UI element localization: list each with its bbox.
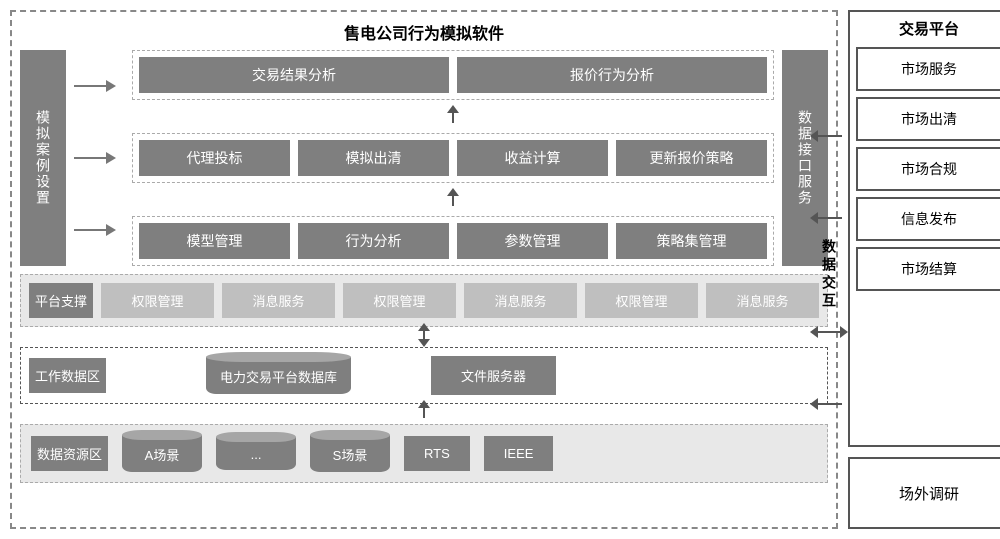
- work-data-area: 工作数据区 电力交易平台数据库 文件服务器: [20, 347, 828, 404]
- ieee-block: IEEE: [484, 436, 554, 471]
- market-service: 市场服务: [856, 47, 1000, 91]
- market-compliance: 市场合规: [856, 147, 1000, 191]
- platform-item: 消息服务: [464, 283, 577, 318]
- data-resource-area: 数据资源区 A场景 ... S场景 RTS IEEE: [20, 424, 828, 483]
- trading-platform-title: 交易平台: [856, 18, 1000, 39]
- trading-platform-panel: 交易平台 市场服务 市场出清 市场合规 信息发布 市场结算: [848, 10, 1000, 447]
- arrow-icon: [74, 157, 114, 159]
- strategyset-manage: 策略集管理: [616, 223, 767, 259]
- right-column: 数据交互 交易平台 市场服务 市场出清 市场合规 信息发布 市场结算 场外调研: [848, 10, 1000, 529]
- platform-item: 消息服务: [222, 283, 335, 318]
- update-quote-strategy: 更新报价策略: [616, 140, 767, 176]
- trade-result-analysis: 交易结果分析: [139, 57, 449, 93]
- row-process: 代理投标 模拟出清 收益计算 更新报价策略: [132, 133, 774, 183]
- sim-case-settings: 模拟案例设置: [20, 50, 66, 266]
- scenario-a: A场景: [122, 435, 202, 472]
- data-interaction-label: 数据交互: [819, 239, 839, 311]
- diagram-root: 售电公司行为模拟软件 模拟案例设置 交易结果分析 报价行为分析 代理投标: [10, 10, 1000, 529]
- top-region: 模拟案例设置 交易结果分析 报价行为分析 代理投标 模拟出清 收益计算: [20, 50, 828, 266]
- arrow-up-icon: [452, 111, 454, 123]
- platform-item: 权限管理: [101, 283, 214, 318]
- row-analysis: 交易结果分析 报价行为分析: [132, 50, 774, 100]
- left-sidebar-col: 模拟案例设置: [20, 50, 66, 266]
- software-panel: 售电公司行为模拟软件 模拟案例设置 交易结果分析 报价行为分析 代理投标: [10, 10, 838, 529]
- platform-item: 权限管理: [343, 283, 456, 318]
- scenario-s: S场景: [310, 435, 390, 472]
- arrow-left-icon: [816, 135, 842, 137]
- data-resource-label: 数据资源区: [31, 436, 108, 471]
- left-arrows: [74, 50, 124, 266]
- info-publish: 信息发布: [856, 197, 1000, 241]
- model-manage: 模型管理: [139, 223, 290, 259]
- arrow-updown-icon: [423, 329, 425, 341]
- work-data-label: 工作数据区: [29, 358, 106, 393]
- scenario-more: ...: [216, 437, 296, 470]
- row-manage: 模型管理 行为分析 参数管理 策略集管理: [132, 216, 774, 266]
- arrow-up-icon: [423, 406, 425, 418]
- sim-clear: 模拟出清: [298, 140, 449, 176]
- platform-item: 消息服务: [706, 283, 819, 318]
- data-interaction-gutter: 数据交互: [810, 10, 848, 529]
- platform-support-label: 平台支撑: [29, 283, 93, 318]
- quote-behavior-analysis: 报价行为分析: [457, 57, 767, 93]
- arrow-icon: [74, 85, 114, 87]
- agent-bid: 代理投标: [139, 140, 290, 176]
- power-trade-db: 电力交易平台数据库: [206, 357, 351, 394]
- rts-block: RTS: [404, 436, 470, 471]
- market-clearing: 市场出清: [856, 97, 1000, 141]
- arrow-left-icon: [816, 403, 842, 405]
- arrow-icon: [74, 229, 114, 231]
- market-settlement: 市场结算: [856, 247, 1000, 291]
- behavior-analysis: 行为分析: [298, 223, 449, 259]
- param-manage: 参数管理: [457, 223, 608, 259]
- arrow-up-icon: [452, 194, 454, 206]
- offsite-research: 场外调研: [848, 457, 1000, 529]
- center-rows: 交易结果分析 报价行为分析 代理投标 模拟出清 收益计算 更新报价策略 模型管理…: [132, 50, 774, 266]
- arrow-both-icon: [816, 331, 842, 333]
- software-title: 售电公司行为模拟软件: [20, 20, 828, 44]
- platform-item: 权限管理: [585, 283, 698, 318]
- file-server: 文件服务器: [431, 356, 556, 395]
- platform-support: 平台支撑 权限管理 消息服务 权限管理 消息服务 权限管理 消息服务: [20, 274, 828, 327]
- arrow-left-icon: [816, 217, 842, 219]
- profit-calc: 收益计算: [457, 140, 608, 176]
